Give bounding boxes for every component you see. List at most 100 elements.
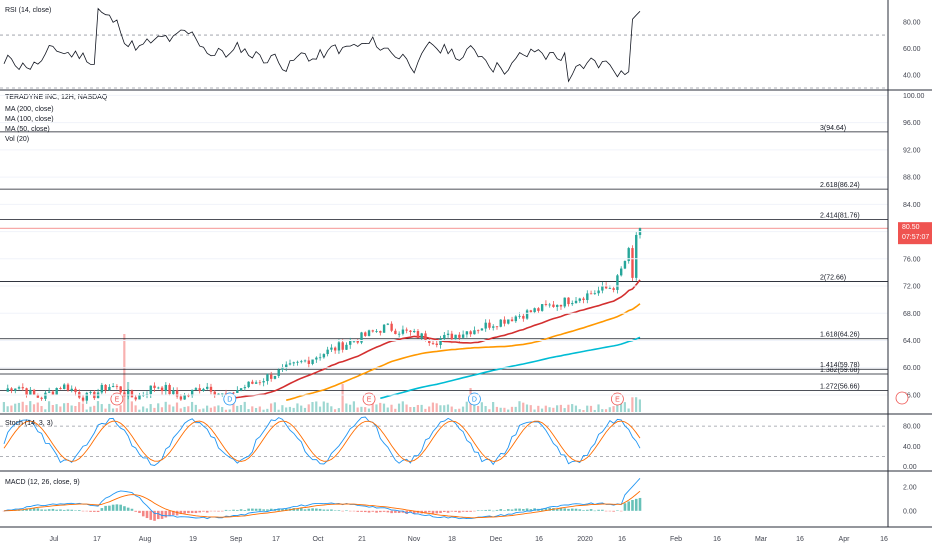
candle-body[interactable] xyxy=(115,386,119,387)
candle-body[interactable] xyxy=(266,374,269,382)
candle-body[interactable] xyxy=(239,388,243,391)
candle-body[interactable] xyxy=(326,349,329,355)
candle-body[interactable] xyxy=(315,357,318,360)
candle-body[interactable] xyxy=(198,388,201,391)
candle-body[interactable] xyxy=(465,331,469,335)
candle-body[interactable] xyxy=(405,329,408,331)
candle-body[interactable] xyxy=(563,297,566,307)
candle-body[interactable] xyxy=(397,333,401,335)
candle-body[interactable] xyxy=(32,389,36,395)
candle-body[interactable] xyxy=(375,331,378,332)
candle-body[interactable] xyxy=(285,364,288,368)
candle-body[interactable] xyxy=(571,303,574,305)
candle-body[interactable] xyxy=(627,248,630,262)
candle-body[interactable] xyxy=(164,384,168,392)
candle-body[interactable] xyxy=(518,315,521,317)
candle-body[interactable] xyxy=(484,322,487,329)
candle-body[interactable] xyxy=(514,316,518,322)
candle-body[interactable] xyxy=(322,354,326,358)
candle-body[interactable] xyxy=(149,385,152,395)
candle-body[interactable] xyxy=(6,388,9,392)
candle-body[interactable] xyxy=(104,384,107,391)
fibonacci-extension[interactable]: 3(94.64) 2.618(86.24) 2.414(81.76) 2(72.66)… xyxy=(0,125,888,391)
candle-body[interactable] xyxy=(221,393,224,395)
candle-body[interactable] xyxy=(394,330,397,335)
candle-body[interactable] xyxy=(458,334,461,338)
candle-body[interactable] xyxy=(461,334,465,338)
candle-body[interactable] xyxy=(582,298,585,301)
candle-body[interactable] xyxy=(548,304,551,306)
candle-body[interactable] xyxy=(390,323,393,331)
candle-body[interactable] xyxy=(371,330,375,332)
candle-body[interactable] xyxy=(303,360,307,362)
candle-body[interactable] xyxy=(420,333,423,339)
candle-body[interactable] xyxy=(10,388,13,391)
candle-body[interactable] xyxy=(130,390,134,398)
candle-body[interactable] xyxy=(172,390,175,395)
candle-body[interactable] xyxy=(14,388,17,391)
stoch-pane[interactable]: Stoch (14, 3, 3) 80.00 40.00 0.00 xyxy=(0,416,921,471)
candle-body[interactable] xyxy=(510,319,514,322)
candle-body[interactable] xyxy=(608,288,612,290)
candle-body[interactable] xyxy=(556,304,559,307)
candle-body[interactable] xyxy=(349,341,352,345)
candle-body[interactable] xyxy=(179,396,183,400)
candle-body[interactable] xyxy=(157,387,160,389)
candle-body[interactable] xyxy=(367,330,371,336)
candle-body[interactable] xyxy=(277,369,280,376)
candle-body[interactable] xyxy=(533,308,536,313)
candle-body[interactable] xyxy=(529,310,533,313)
candle-body[interactable] xyxy=(307,360,311,364)
candle-body[interactable] xyxy=(604,285,608,289)
candle-body[interactable] xyxy=(597,290,600,294)
candlesticks[interactable] xyxy=(6,227,642,404)
candle-body[interactable] xyxy=(623,261,627,269)
candle-body[interactable] xyxy=(635,234,638,278)
candle-body[interactable] xyxy=(183,395,186,400)
candle-body[interactable] xyxy=(300,361,303,363)
indicator-ma50[interactable]: MA (50, close) xyxy=(5,126,50,133)
candle-body[interactable] xyxy=(51,391,55,395)
candle-body[interactable] xyxy=(202,388,205,391)
candle-body[interactable] xyxy=(492,326,495,328)
candle-body[interactable] xyxy=(25,388,28,395)
candle-body[interactable] xyxy=(341,342,344,350)
candle-body[interactable] xyxy=(386,323,390,325)
candle-body[interactable] xyxy=(108,386,111,391)
candle-body[interactable] xyxy=(360,332,363,343)
candle-body[interactable] xyxy=(352,340,356,342)
candle-body[interactable] xyxy=(454,334,457,340)
candle-body[interactable] xyxy=(337,342,341,351)
candle-body[interactable] xyxy=(262,381,265,383)
candle-body[interactable] xyxy=(138,395,141,400)
candle-body[interactable] xyxy=(619,268,623,276)
candle-body[interactable] xyxy=(567,297,570,305)
candle-body[interactable] xyxy=(356,340,359,343)
earnings-event-icon[interactable]: E xyxy=(110,392,124,406)
candle-body[interactable] xyxy=(40,397,43,399)
candle-body[interactable] xyxy=(443,334,446,339)
candle-body[interactable] xyxy=(413,331,416,333)
candle-body[interactable] xyxy=(601,285,604,291)
candle-body[interactable] xyxy=(559,304,563,307)
candle-body[interactable] xyxy=(243,387,247,389)
candle-body[interactable] xyxy=(574,300,578,304)
candle-body[interactable] xyxy=(254,382,258,384)
candle-body[interactable] xyxy=(473,330,476,335)
candle-body[interactable] xyxy=(160,387,164,392)
candle-body[interactable] xyxy=(21,387,25,389)
candle-body[interactable] xyxy=(522,315,525,319)
candle-body[interactable] xyxy=(409,330,412,333)
candle-body[interactable] xyxy=(503,319,506,324)
candle-body[interactable] xyxy=(153,385,156,389)
candle-body[interactable] xyxy=(47,391,51,393)
candle-body[interactable] xyxy=(123,392,126,397)
candle-body[interactable] xyxy=(578,298,581,301)
indicator-ma200[interactable]: MA (200, close) xyxy=(5,106,54,113)
candle-body[interactable] xyxy=(450,333,454,340)
candle-body[interactable] xyxy=(17,387,21,389)
candle-body[interactable] xyxy=(236,390,239,393)
candle-body[interactable] xyxy=(446,333,450,335)
candle-body[interactable] xyxy=(431,342,435,344)
